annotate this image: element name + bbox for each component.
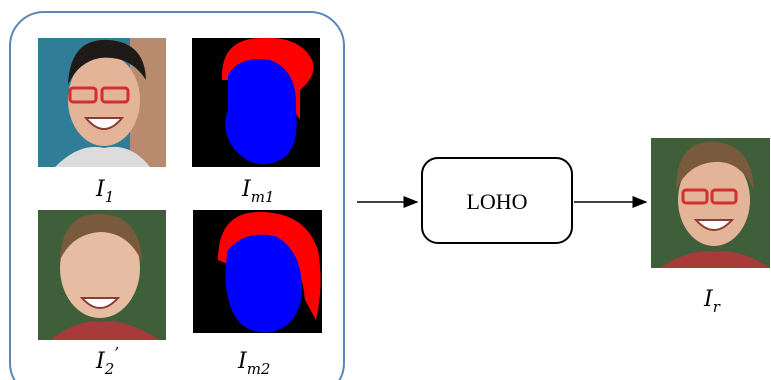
mask-m2 [193, 210, 322, 333]
label-sub: r [713, 298, 721, 316]
mask-m1 [192, 38, 320, 167]
label-sub: 2 [104, 360, 115, 378]
label-im2: Im2 [237, 349, 270, 378]
photo-i2 [38, 210, 166, 340]
photo-i1 [38, 38, 166, 167]
label-sub: m2 [247, 360, 271, 378]
photo-ir [651, 138, 770, 268]
label-sub: 1 [105, 188, 115, 206]
label-i2: I2’ [95, 344, 119, 378]
label-im1: Im1 [241, 177, 274, 206]
label-sub: m1 [251, 188, 275, 206]
label-prime: ’ [114, 344, 119, 362]
label-ir: Ir [703, 287, 721, 316]
diagram: I1 Im1 I2’ Im2 LOHO Ir [0, 0, 771, 380]
label-i1: I1 [95, 177, 114, 206]
process-label: LOHO [466, 189, 527, 214]
